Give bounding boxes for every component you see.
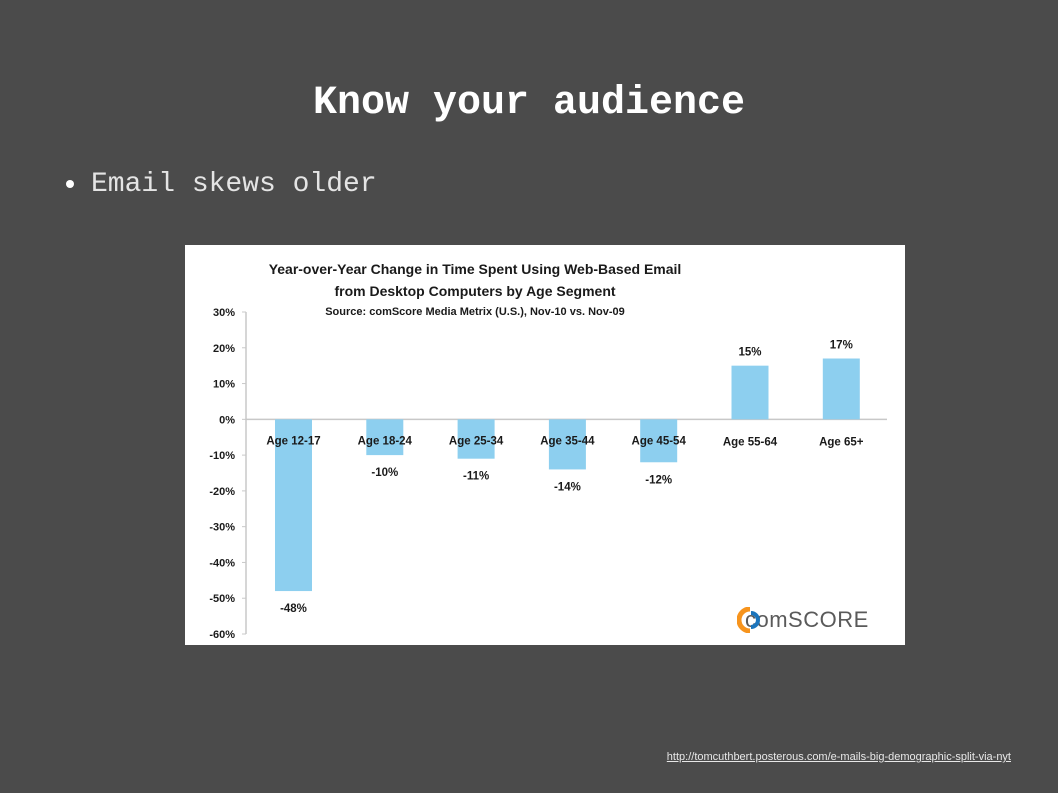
comscore-logo: comSCORE: [737, 607, 869, 633]
y-tick-label: -10%: [209, 450, 235, 462]
slide-title: Know your audience: [312, 81, 746, 126]
category-label: Age 25-34: [449, 435, 504, 447]
y-tick-label: 0%: [219, 414, 235, 426]
value-label: -10%: [371, 467, 398, 479]
y-tick-label: 20%: [213, 343, 235, 355]
chart-title-line: from Desktop Computers by Age Segment: [334, 283, 615, 299]
category-label: Age 35-44: [540, 435, 595, 447]
bar: [548, 419, 586, 470]
category-label: Age 45-54: [632, 435, 687, 447]
value-label: -14%: [554, 481, 581, 493]
bullet-item: Email skews older: [66, 166, 377, 202]
value-label: -48%: [280, 603, 307, 615]
y-tick-label: 30%: [213, 307, 235, 319]
bar: [731, 365, 769, 420]
y-tick-label: -60%: [209, 629, 235, 641]
bullet-dot-icon: [66, 180, 74, 188]
chart-subtitle: Source: comScore Media Metrix (U.S.), No…: [325, 306, 625, 318]
value-label: 17%: [830, 340, 853, 352]
y-tick-label: -40%: [209, 557, 235, 569]
value-label: -12%: [645, 474, 672, 486]
y-tick-label: -50%: [209, 593, 235, 605]
category-label: Age 65+: [819, 436, 864, 448]
y-tick-label: -20%: [209, 486, 235, 498]
comscore-logo-icon: [737, 607, 760, 633]
y-tick-label: 10%: [213, 379, 235, 391]
category-label: Age 18-24: [358, 435, 413, 447]
value-label: -11%: [463, 471, 489, 483]
bullet-text: Email skews older: [91, 168, 377, 200]
category-label: Age 55-64: [723, 436, 778, 448]
bar: [457, 419, 495, 459]
bar: [822, 358, 860, 420]
bar: [275, 419, 312, 592]
bar: [366, 419, 404, 456]
chart-title-line: Year-over-Year Change in Time Spent Usin…: [269, 261, 682, 277]
chart-image-panel: Year-over-Year Change in Time Spent Usin…: [185, 245, 905, 645]
category-label: Age 12-17: [266, 435, 320, 447]
value-label: 15%: [738, 347, 761, 359]
comscore-logo-text: comSCORE: [745, 607, 869, 632]
bar: [640, 419, 678, 463]
source-link[interactable]: http://tomcuthbert.posterous.com/e-mails…: [666, 751, 1011, 763]
bar-chart: Year-over-Year Change in Time Spent Usin…: [209, 261, 887, 641]
y-tick-label: -30%: [209, 522, 235, 534]
